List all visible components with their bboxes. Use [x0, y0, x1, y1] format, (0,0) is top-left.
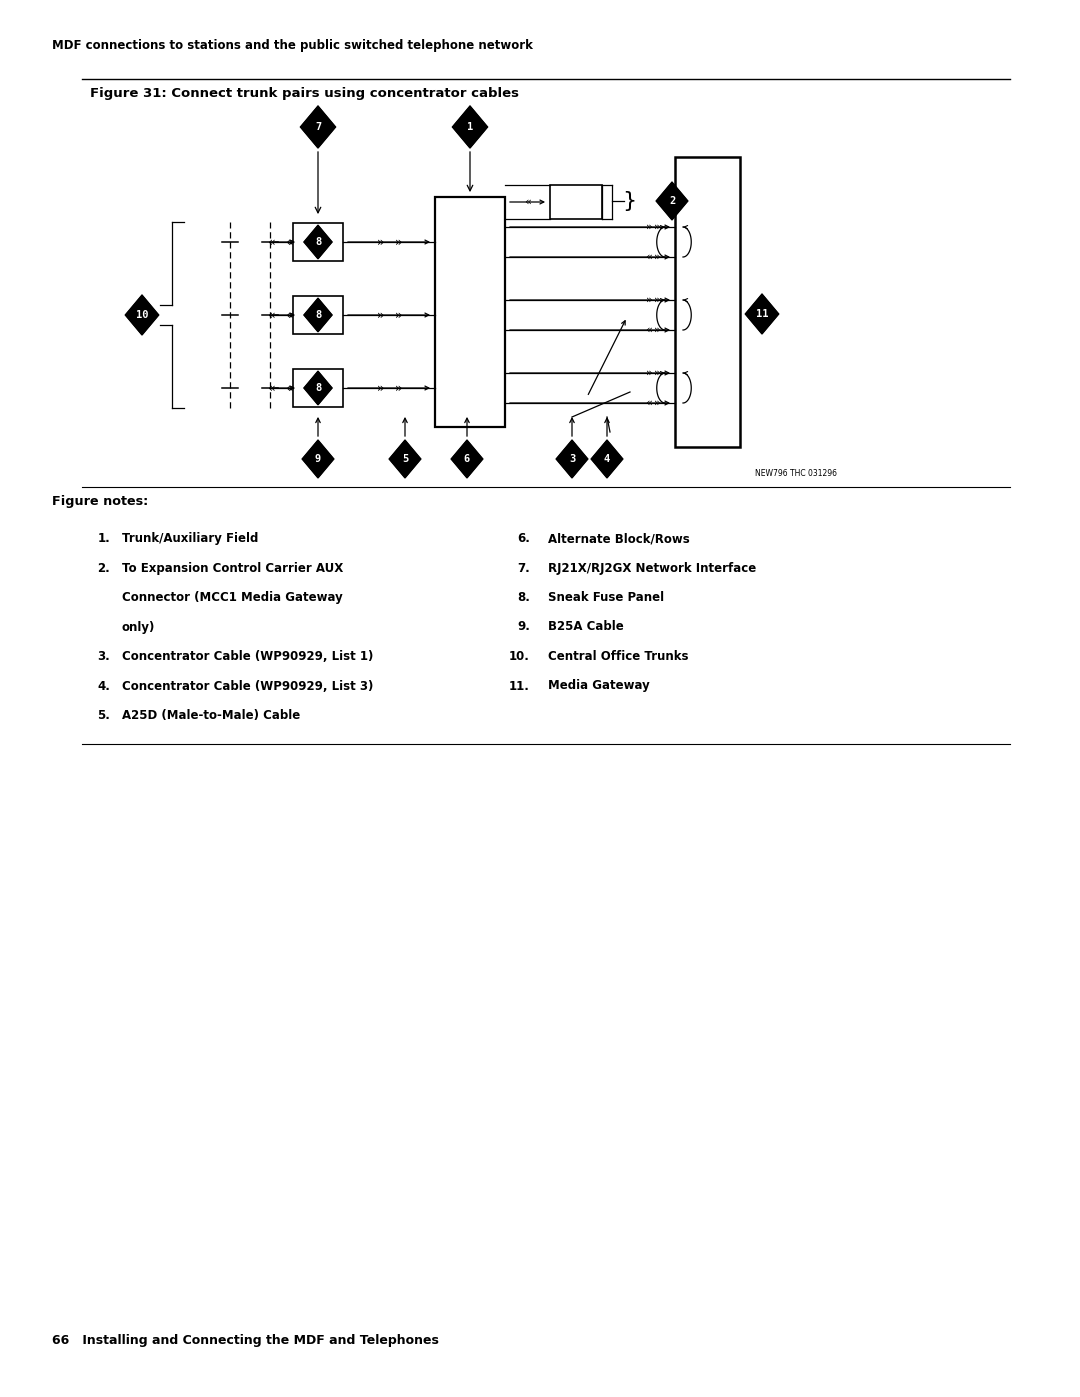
Text: RJ21X/RJ2GX Network Interface: RJ21X/RJ2GX Network Interface	[548, 562, 756, 574]
Polygon shape	[302, 440, 334, 478]
Text: 8.: 8.	[517, 591, 530, 604]
Text: A25D (Male-to-Male) Cable: A25D (Male-to-Male) Cable	[122, 710, 300, 722]
Text: «: «	[268, 309, 275, 321]
Text: 6.: 6.	[517, 532, 530, 545]
Text: 4.: 4.	[97, 679, 110, 693]
Text: »: »	[653, 326, 660, 335]
Text: Connector (MCC1 Media Gateway: Connector (MCC1 Media Gateway	[122, 591, 342, 604]
Text: «: «	[268, 381, 275, 394]
Text: NEW796 THC 031296: NEW796 THC 031296	[755, 469, 837, 478]
Text: 1: 1	[467, 122, 473, 131]
Polygon shape	[303, 298, 332, 332]
Text: »: »	[395, 381, 403, 394]
Text: »: »	[395, 236, 403, 249]
Text: Concentrator Cable (WP90929, List 3): Concentrator Cable (WP90929, List 3)	[122, 679, 374, 693]
Text: «: «	[286, 236, 294, 249]
Text: Sneak Fuse Panel: Sneak Fuse Panel	[548, 591, 664, 604]
Text: »: »	[377, 381, 384, 394]
Text: 5: 5	[402, 454, 408, 464]
Text: «: «	[524, 197, 531, 207]
Text: »: »	[377, 309, 384, 321]
Text: To Expansion Control Carrier AUX: To Expansion Control Carrier AUX	[122, 562, 343, 574]
Text: »: »	[653, 398, 660, 408]
Text: 66   Installing and Connecting the MDF and Telephones: 66 Installing and Connecting the MDF and…	[52, 1334, 438, 1347]
Text: Central Office Trunks: Central Office Trunks	[548, 650, 689, 664]
Text: «: «	[286, 381, 294, 394]
Text: Media Gateway: Media Gateway	[548, 679, 650, 693]
Bar	[435, 197, 505, 427]
Polygon shape	[125, 295, 159, 335]
Text: B25A Cable: B25A Cable	[548, 620, 624, 633]
Bar	[550, 184, 602, 219]
Text: »: »	[653, 222, 660, 232]
Polygon shape	[657, 182, 688, 219]
Bar	[293, 296, 343, 334]
Text: »: »	[646, 367, 652, 379]
Text: «: «	[646, 326, 652, 335]
Text: }: }	[622, 191, 636, 211]
Polygon shape	[300, 106, 336, 148]
Polygon shape	[556, 440, 588, 478]
Text: «: «	[646, 398, 652, 408]
Text: «: «	[268, 236, 275, 249]
Text: only): only)	[122, 620, 156, 633]
Text: »: »	[653, 295, 660, 305]
Text: »: »	[653, 367, 660, 379]
Text: Trunk/Auxiliary Field: Trunk/Auxiliary Field	[122, 532, 258, 545]
Text: MDF connections to stations and the public switched telephone network: MDF connections to stations and the publ…	[52, 39, 532, 52]
Text: 9.: 9.	[517, 620, 530, 633]
Text: 8: 8	[315, 310, 321, 320]
Text: «: «	[286, 309, 294, 321]
Text: 10.: 10.	[509, 650, 530, 664]
Polygon shape	[303, 372, 332, 405]
Bar	[293, 369, 343, 407]
Polygon shape	[745, 293, 779, 334]
Text: 1.: 1.	[97, 532, 110, 545]
Text: 3: 3	[569, 454, 576, 464]
Text: 4: 4	[604, 454, 610, 464]
Polygon shape	[453, 106, 487, 148]
Text: 9: 9	[315, 454, 321, 464]
Text: 7.: 7.	[517, 562, 530, 574]
Text: 11.: 11.	[509, 679, 530, 693]
Text: 6: 6	[464, 454, 470, 464]
Text: 11: 11	[756, 309, 768, 319]
Text: Alternate Block/Rows: Alternate Block/Rows	[548, 532, 690, 545]
Text: »: »	[653, 251, 660, 263]
Text: »: »	[377, 236, 384, 249]
Text: 5.: 5.	[97, 710, 110, 722]
Text: Concentrator Cable (WP90929, List 1): Concentrator Cable (WP90929, List 1)	[122, 650, 374, 664]
Text: «: «	[646, 251, 652, 263]
Text: 2.: 2.	[97, 562, 110, 574]
Text: 3.: 3.	[97, 650, 110, 664]
Polygon shape	[591, 440, 623, 478]
Polygon shape	[389, 440, 421, 478]
Text: 10: 10	[136, 310, 148, 320]
Text: 8: 8	[315, 237, 321, 247]
Bar	[293, 224, 343, 261]
Polygon shape	[451, 440, 483, 478]
Text: Figure notes:: Figure notes:	[52, 495, 148, 509]
Text: Figure 31: Connect trunk pairs using concentrator cables: Figure 31: Connect trunk pairs using con…	[90, 87, 519, 101]
Text: 8: 8	[315, 383, 321, 393]
Text: »: »	[646, 222, 652, 232]
Bar	[675, 156, 740, 447]
Text: »: »	[395, 309, 403, 321]
Text: 7: 7	[315, 122, 321, 131]
Text: 2: 2	[669, 196, 675, 205]
Polygon shape	[303, 225, 332, 258]
Text: »: »	[646, 295, 652, 305]
